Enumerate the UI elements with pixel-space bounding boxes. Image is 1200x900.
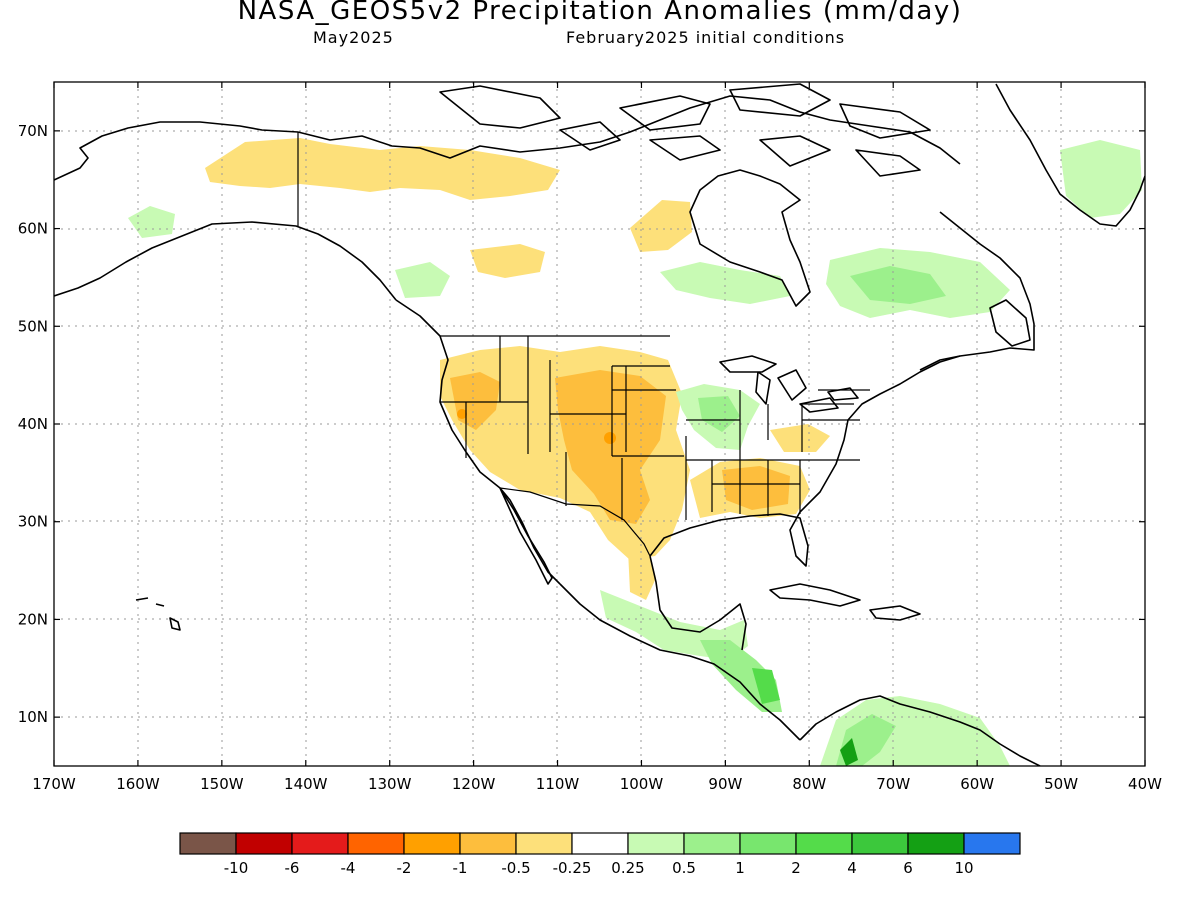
coastline-cuba bbox=[769, 583, 861, 607]
lon-tick-label: 90W bbox=[708, 775, 742, 793]
colorbar-label: 1 bbox=[735, 859, 745, 877]
lon-tick-label: 120W bbox=[452, 775, 496, 793]
coastline-gulf bbox=[649, 419, 849, 651]
dry-anomaly-mexico bbox=[628, 548, 656, 600]
lon-tick-label: 80W bbox=[792, 775, 826, 793]
lon-tick-label: 170W bbox=[32, 775, 76, 793]
state-lines-east bbox=[686, 389, 870, 516]
colorbar-swatch bbox=[291, 832, 349, 855]
map-title: NASA_GEOS5v2 Precipitation Anomalies (mm… bbox=[237, 0, 963, 26]
colorbar-swatch bbox=[851, 832, 909, 855]
colorbar-label: 6 bbox=[903, 859, 913, 877]
lat-tick-label: 20N bbox=[18, 610, 48, 628]
coastline-hawaii bbox=[135, 597, 181, 631]
colorbar-label: -2 bbox=[397, 859, 412, 877]
lon-tick-label: 110W bbox=[536, 775, 580, 793]
wet-anomaly-greenland bbox=[1060, 140, 1142, 218]
colorbar: -10 -6 -4 -2 -1 -0.5 -0.25 0.25 0.5 1 2 4 6 10 bbox=[179, 832, 1021, 877]
colorbar-label: -0.25 bbox=[553, 859, 592, 877]
coastline-arctic-islands bbox=[439, 83, 931, 177]
dry-anomaly-canada-prairie bbox=[470, 244, 545, 278]
forecast-month: May2025 bbox=[313, 28, 394, 47]
lat-tick-label: 10N bbox=[18, 708, 48, 726]
colorbar-label: 0.25 bbox=[611, 859, 644, 877]
colorbar-swatch bbox=[459, 832, 517, 855]
colorbar-swatch bbox=[515, 832, 573, 855]
lon-tick-label: 150W bbox=[200, 775, 244, 793]
dry-anomaly-deep-south bbox=[722, 466, 790, 510]
colorbar-label: -1 bbox=[453, 859, 468, 877]
lon-tick-label: 140W bbox=[284, 775, 328, 793]
colorbar-swatch bbox=[963, 832, 1021, 855]
lon-tick-label: 160W bbox=[116, 775, 160, 793]
lon-tick-label: 100W bbox=[620, 775, 664, 793]
coastline-newfoundland bbox=[989, 299, 1031, 347]
state-lines-west bbox=[440, 336, 687, 520]
coastline-us-east bbox=[847, 355, 961, 421]
colorbar-swatch bbox=[739, 832, 797, 855]
colorbar-swatch bbox=[403, 832, 461, 855]
coastline-hispaniola bbox=[869, 605, 921, 621]
lon-tick-label: 70W bbox=[876, 775, 910, 793]
dry-anomaly-plains bbox=[555, 370, 666, 524]
colorbar-label: 10 bbox=[954, 859, 973, 877]
coastline-arctic-canada bbox=[297, 95, 961, 165]
map-plot-area bbox=[54, 82, 1145, 766]
lat-tick-label: 70N bbox=[18, 122, 48, 140]
colorbar-swatch bbox=[347, 832, 405, 855]
graticule bbox=[54, 82, 1145, 766]
lat-tick-label: 50N bbox=[18, 317, 48, 335]
state-boundaries bbox=[297, 132, 870, 557]
coastline-hudson-bay bbox=[689, 169, 811, 307]
colorbar-label: -10 bbox=[224, 859, 249, 877]
coastlines bbox=[54, 83, 1145, 766]
lat-tick-label: 60N bbox=[18, 220, 48, 238]
coastline-alaska bbox=[54, 121, 397, 301]
colorbar-swatch bbox=[179, 832, 237, 855]
dry-anomalies bbox=[205, 138, 921, 745]
colorbar-label: -6 bbox=[285, 859, 300, 877]
wet-anomaly-midwest-core bbox=[698, 396, 740, 432]
lon-tick-label: 130W bbox=[368, 775, 412, 793]
coastline-baja bbox=[499, 487, 553, 585]
colorbar-swatch bbox=[795, 832, 853, 855]
wet-anomaly-bc bbox=[395, 262, 450, 298]
colorbar-label: -4 bbox=[341, 859, 356, 877]
colorbar-label: 4 bbox=[847, 859, 857, 877]
axis-ticks: 70N 60N 50N 40N 30N 20N 10N 170W 160W 150W 140W 130… bbox=[18, 82, 1162, 793]
lat-tick-label: 30N bbox=[18, 513, 48, 531]
dry-anomaly-hudson bbox=[630, 200, 692, 252]
colorbar-label: -0.5 bbox=[501, 859, 530, 877]
wet-anomaly-quebec-core bbox=[850, 266, 946, 304]
lon-tick-label: 40W bbox=[1128, 775, 1162, 793]
coastline-greenland bbox=[995, 83, 1145, 227]
wet-anomaly-colombia-core bbox=[840, 738, 858, 766]
wet-anomalies bbox=[128, 140, 1142, 766]
dry-anomaly-ohio-valley bbox=[770, 424, 830, 452]
dry-spot-plains bbox=[604, 432, 616, 444]
colorbar-swatch bbox=[907, 832, 965, 855]
coastline-south-america bbox=[799, 695, 1041, 766]
dry-anomaly-northern-canada bbox=[205, 138, 560, 200]
wet-anomaly-honduras bbox=[752, 668, 780, 704]
coastline-great-lakes bbox=[719, 355, 859, 413]
colorbar-swatch bbox=[235, 832, 293, 855]
coastline-mexico-pacific bbox=[559, 583, 801, 741]
lon-tick-label: 60W bbox=[960, 775, 994, 793]
lat-tick-label: 40N bbox=[18, 415, 48, 433]
colorbar-label: 2 bbox=[791, 859, 801, 877]
colorbar-swatch bbox=[627, 832, 685, 855]
colorbar-swatch bbox=[683, 832, 741, 855]
wet-anomaly-ontario bbox=[660, 262, 790, 304]
lon-tick-label: 50W bbox=[1044, 775, 1078, 793]
colorbar-swatch bbox=[571, 832, 629, 855]
dry-spot-california bbox=[457, 409, 467, 419]
us-mexico-border bbox=[499, 487, 651, 557]
initial-conditions: February2025 initial conditions bbox=[566, 28, 846, 47]
wet-anomaly-alaska bbox=[128, 206, 175, 238]
colorbar-label: 0.5 bbox=[672, 859, 696, 877]
